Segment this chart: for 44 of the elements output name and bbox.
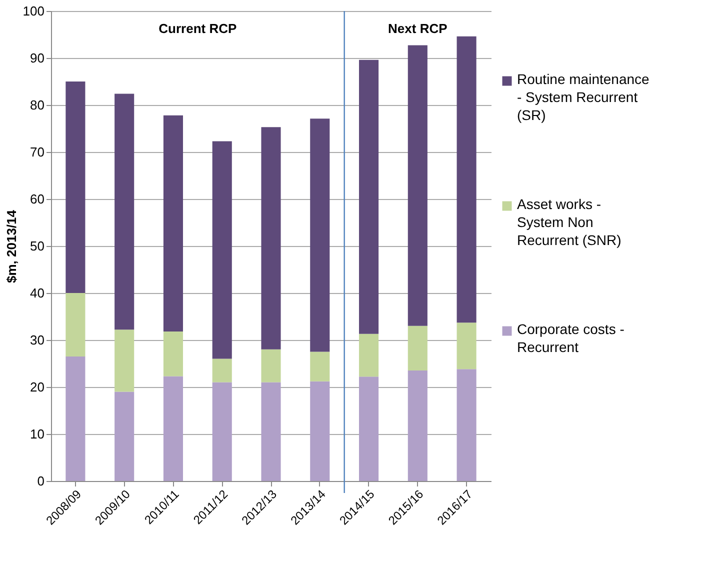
y-tick-label: 0 (37, 474, 44, 488)
bar (310, 381, 330, 481)
legend-label: Asset works - System Non Recurrent (SNR) (517, 196, 622, 248)
annotation: Next RCP (388, 21, 448, 36)
y-tick-label: 50 (30, 238, 44, 254)
y-tick-label: 80 (30, 98, 44, 112)
bar (359, 334, 379, 377)
bar (163, 115, 183, 332)
legend-label: Corporate costs - Recurrent (517, 321, 625, 355)
bar (408, 45, 428, 326)
bar (66, 293, 86, 356)
annotation: Current RCP (158, 21, 237, 36)
bar (212, 382, 232, 481)
bar (261, 349, 281, 382)
bar (212, 141, 232, 359)
y-tick-label: 10 (30, 426, 44, 442)
bar (114, 330, 134, 392)
bar (456, 322, 476, 370)
y-tick-label: 40 (30, 286, 44, 300)
bar (310, 118, 330, 352)
bar (310, 352, 330, 382)
bar (163, 332, 183, 376)
y-axis-title: $m, 2013/14 (4, 209, 19, 284)
bar (456, 369, 476, 481)
bar (261, 127, 281, 350)
bar (114, 392, 134, 481)
bar (66, 356, 86, 481)
legend-label: Routine maintenance - System Recurrent (SR) (517, 71, 650, 123)
bar (359, 376, 379, 481)
bar (261, 382, 281, 481)
y-tick-label: 60 (30, 192, 44, 206)
y-tick-label: 20 (30, 380, 44, 394)
bar (408, 370, 428, 481)
bar (408, 326, 428, 371)
bar (163, 376, 183, 481)
bar (212, 358, 232, 382)
y-tick-label: 90 (30, 50, 44, 66)
y-tick-label: 100 (22, 4, 44, 18)
y-tick-label: 30 (30, 332, 44, 348)
y-tick-label: 70 (30, 144, 44, 160)
bar (66, 82, 86, 293)
bar (359, 60, 379, 334)
bar (114, 94, 134, 330)
bar (456, 36, 476, 323)
